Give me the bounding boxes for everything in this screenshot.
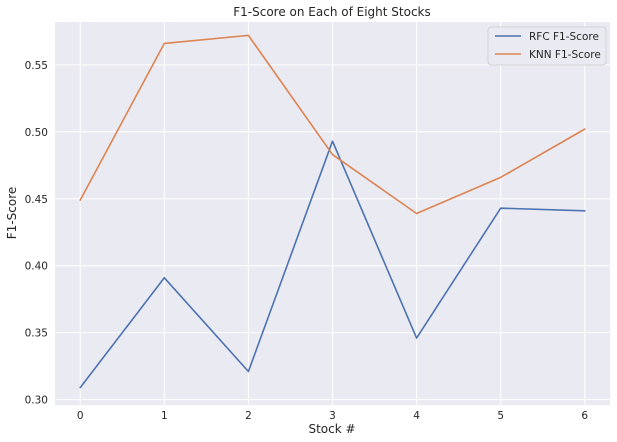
x-tick-label: 5 bbox=[497, 410, 504, 422]
legend-label-rfc: RFC F1-Score bbox=[529, 31, 599, 43]
x-tick-label: 3 bbox=[329, 410, 336, 422]
y-axis-label: F1-Score bbox=[5, 187, 19, 239]
legend-label-knn: KNN F1-Score bbox=[529, 49, 601, 61]
x-tick-label: 1 bbox=[161, 410, 168, 422]
x-tick-label: 6 bbox=[581, 410, 588, 422]
y-tick-label: 0.30 bbox=[25, 395, 48, 407]
x-tick-label: 0 bbox=[77, 410, 84, 422]
series-lines bbox=[79, 34, 586, 389]
series-line-knn bbox=[79, 34, 586, 215]
x-tick-label: 4 bbox=[413, 410, 420, 422]
grid-lines bbox=[55, 22, 610, 405]
y-tick-label: 0.50 bbox=[25, 127, 48, 139]
y-tick-label: 0.40 bbox=[25, 261, 48, 273]
legend: RFC F1-Score KNN F1-Score bbox=[487, 26, 607, 66]
y-tick-label: 0.45 bbox=[25, 194, 48, 206]
x-tick-label: 2 bbox=[245, 410, 252, 422]
y-tick-label: 0.35 bbox=[25, 328, 48, 340]
x-tick-labels: 0 1 2 3 4 5 6 bbox=[77, 410, 589, 422]
x-axis-label: Stock # bbox=[308, 422, 355, 436]
series-line-rfc bbox=[79, 140, 586, 389]
y-tick-labels: 0.30 0.35 0.40 0.45 0.50 0.55 bbox=[25, 60, 48, 407]
chart-title: F1-Score on Each of Eight Stocks bbox=[233, 5, 431, 19]
y-tick-label: 0.55 bbox=[25, 60, 48, 72]
